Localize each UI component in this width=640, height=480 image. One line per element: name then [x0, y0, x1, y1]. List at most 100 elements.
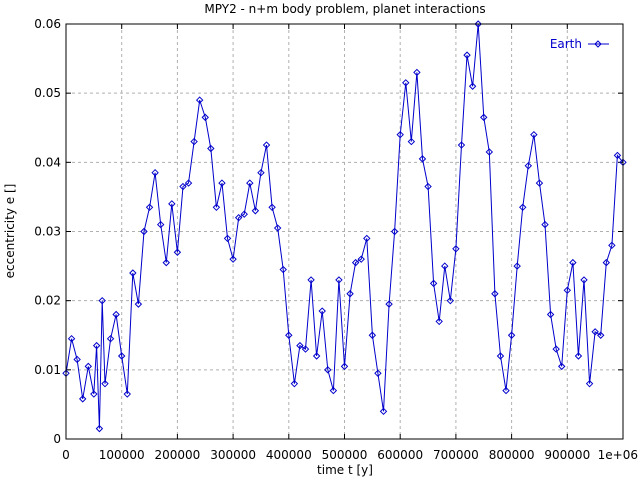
data-point: [496, 352, 505, 360]
data-point: [530, 130, 538, 139]
data-point: [190, 137, 198, 146]
data-point: [374, 369, 382, 377]
data-point: [156, 220, 165, 229]
data-point: [173, 248, 182, 256]
data-point: [379, 407, 388, 416]
data-point: [480, 113, 488, 122]
data-point: [195, 96, 204, 104]
data-point: [563, 286, 572, 294]
grid: [66, 24, 623, 439]
data-point: [134, 300, 143, 308]
data-point: [552, 345, 560, 353]
data-point: [546, 310, 555, 319]
data-point: [296, 341, 304, 350]
data-point: [312, 352, 321, 360]
data-point: [418, 155, 427, 163]
data-point: [168, 200, 176, 208]
data-point: [357, 255, 365, 263]
data-point: [73, 355, 81, 364]
data-point: [92, 341, 101, 350]
data-point: [608, 241, 616, 250]
data-point: [558, 362, 566, 371]
data-point: [613, 151, 622, 160]
data-point: [290, 379, 299, 388]
data-point: [90, 390, 98, 398]
y-tick-label: 0.02: [34, 294, 61, 308]
data-point: [502, 386, 510, 395]
data-point: [591, 328, 599, 336]
data-point: [346, 290, 354, 298]
y-tick-label: 0: [53, 432, 61, 446]
data-point: [485, 148, 494, 156]
data-point: [262, 141, 271, 149]
y-axis-title: eccentricity e []: [3, 184, 17, 279]
data-point: [468, 82, 477, 90]
data-point: [435, 317, 443, 326]
data-point: [602, 258, 610, 267]
x-tick-label: 800000: [489, 448, 535, 462]
x-tick-label: 500000: [322, 448, 368, 462]
x-tick-label: 200000: [154, 448, 200, 462]
data-point: [519, 203, 527, 211]
data-point: [368, 331, 377, 339]
plot-area: [62, 20, 627, 433]
data-point: [424, 182, 432, 191]
data-point: [106, 335, 115, 343]
legend: Earth: [550, 37, 609, 51]
data-point: [218, 179, 226, 187]
data-point: [385, 300, 393, 308]
x-tick-label: 700000: [433, 448, 479, 462]
data-point: [95, 424, 104, 433]
data-point: [407, 137, 416, 146]
data-point: [251, 207, 260, 215]
y-tick-label: 0.04: [34, 155, 61, 169]
data-point: [257, 169, 265, 177]
data-point: [240, 210, 248, 218]
data-point: [390, 227, 399, 236]
data-point: [457, 141, 466, 149]
data-point: [301, 345, 310, 353]
data-point: [151, 169, 159, 177]
series-line: [65, 23, 624, 429]
data-point: [413, 68, 421, 77]
data-point: [318, 307, 326, 315]
y-tick-label: 0.05: [34, 86, 61, 100]
data-point: [446, 296, 455, 305]
data-point: [340, 362, 349, 371]
series-earth: [62, 20, 627, 433]
y-tick-label: 0.01: [34, 363, 61, 377]
y-tick-label: 0.03: [34, 225, 61, 239]
plot-frame: [65, 23, 624, 440]
data-point: [574, 352, 583, 360]
data-point: [474, 20, 482, 28]
data-point: [145, 203, 154, 211]
data-point: [98, 296, 106, 305]
data-point: [207, 144, 215, 153]
data-point: [441, 262, 449, 270]
data-point: [140, 227, 148, 236]
data-point: [212, 203, 221, 211]
data-point: [129, 269, 137, 277]
y-tick-label: 0.06: [34, 17, 61, 31]
data-point: [101, 379, 109, 388]
chart-title: MPY2 - n+m body problem, planet interact…: [204, 2, 485, 16]
data-point: [184, 179, 193, 187]
data-point: [402, 79, 410, 87]
data-point: [117, 352, 126, 360]
x-tick-label: 1e+06: [598, 448, 638, 462]
x-tick-label: 300000: [210, 448, 256, 462]
data-point: [162, 258, 170, 267]
data-point: [585, 379, 594, 388]
data-point: [351, 258, 360, 267]
data-point: [580, 276, 588, 284]
x-tick-label: 400000: [266, 448, 312, 462]
data-point: [246, 179, 254, 187]
x-tick-label: 600000: [377, 448, 423, 462]
data-point: [507, 331, 516, 339]
data-point: [513, 262, 521, 270]
data-point: [541, 220, 549, 229]
x-tick-label: 0: [62, 448, 70, 462]
x-axis-title: time t [y]: [317, 463, 373, 477]
